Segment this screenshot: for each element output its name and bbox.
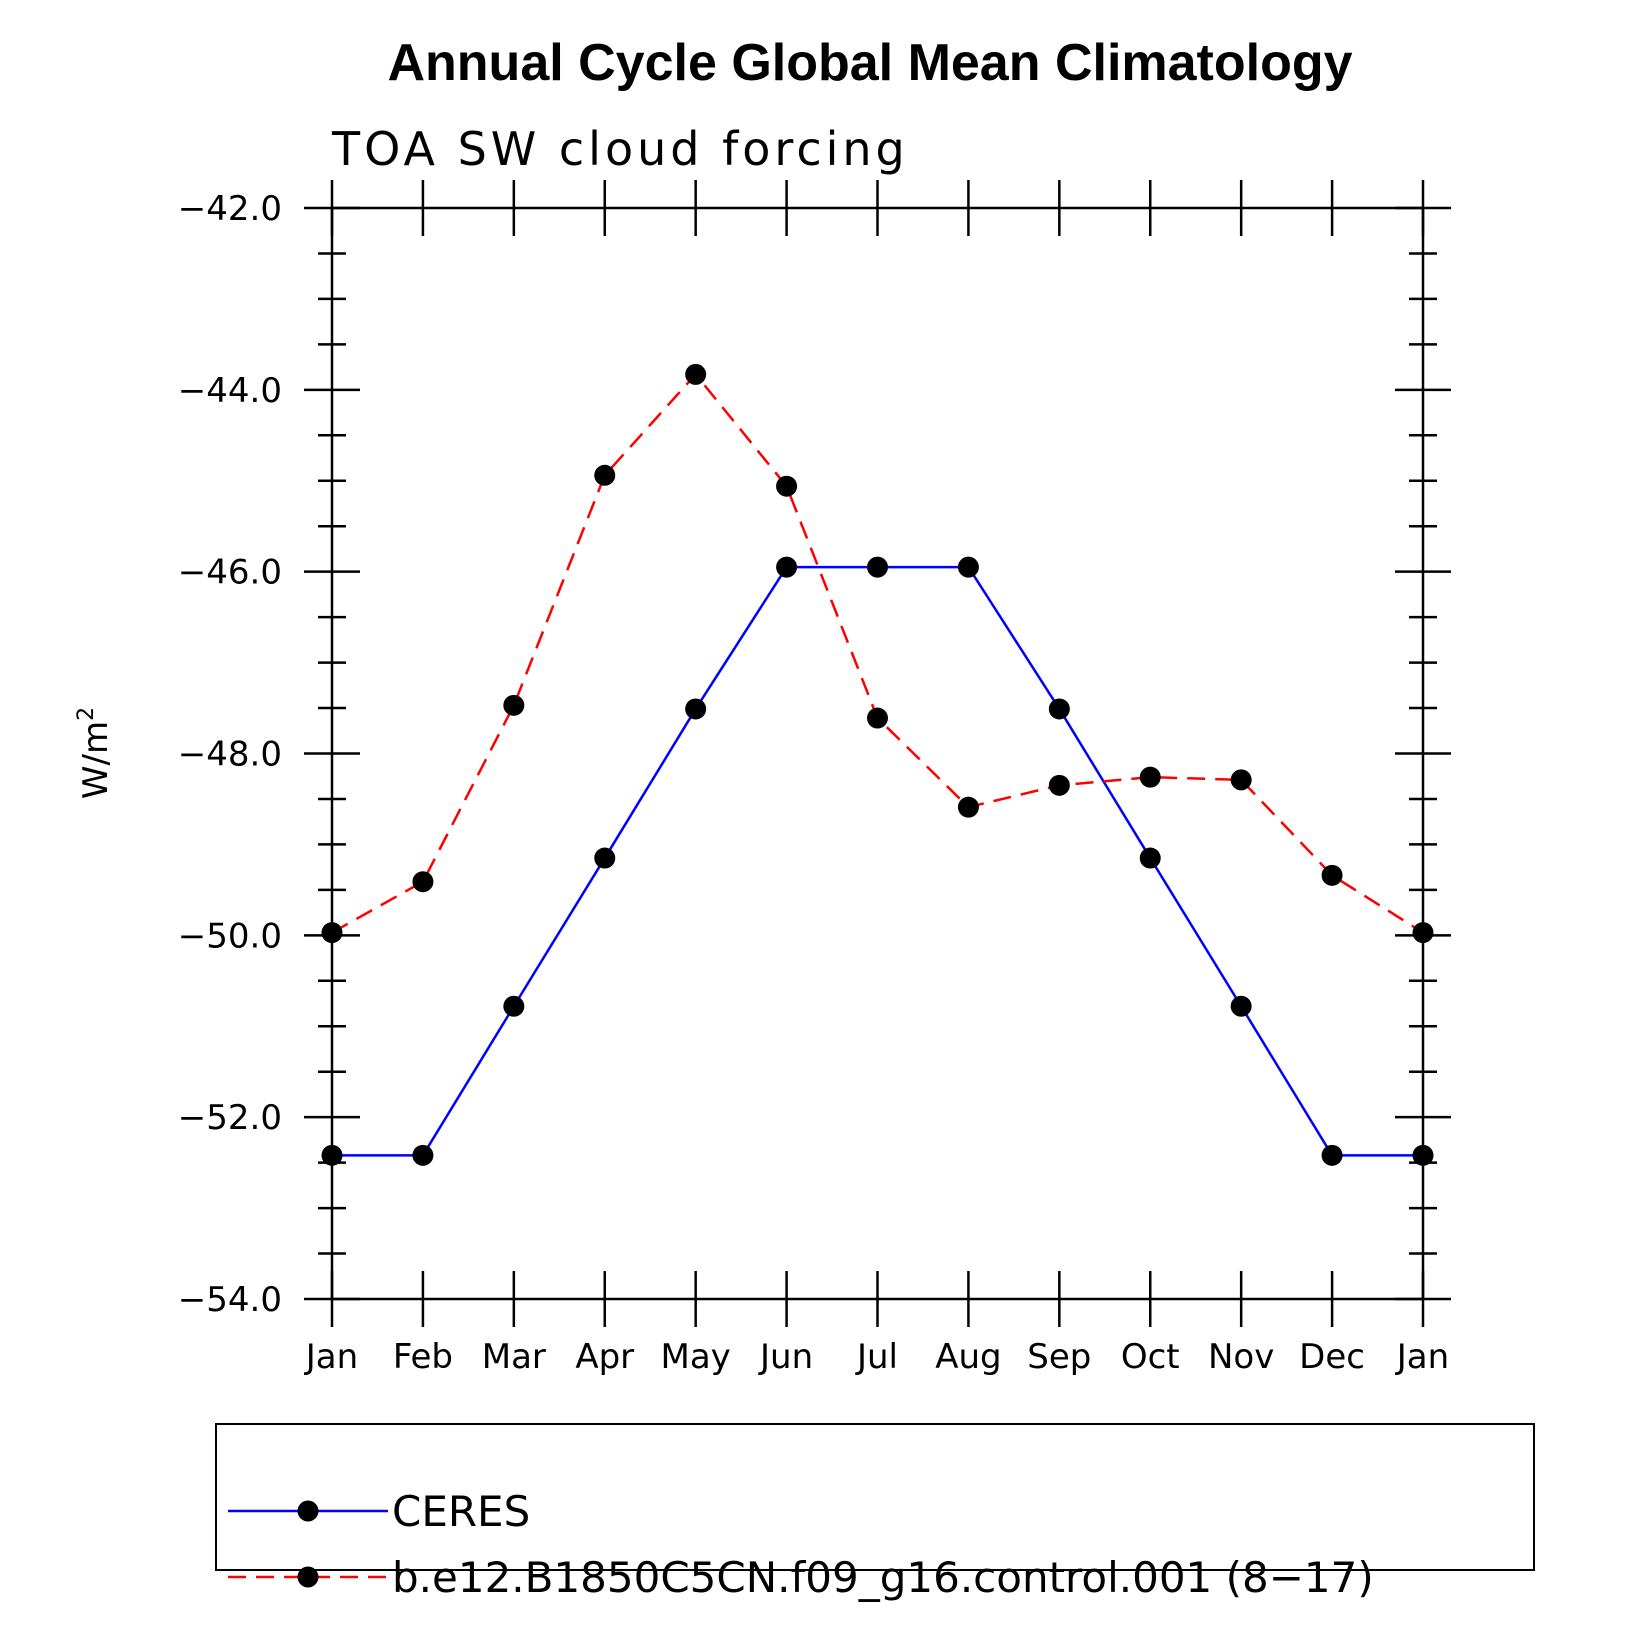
series-line-2 bbox=[331, 372, 1424, 934]
x-tick-label: Apr bbox=[575, 1337, 634, 1377]
x-tick-labels: Jan Feb Mar Apr May Jun Jul Aug Sep Oct Nov Dec Jan bbox=[304, 1337, 1449, 1377]
series-layer bbox=[321, 363, 1434, 1166]
plot-frame bbox=[330, 206, 1425, 1301]
series-2-point bbox=[594, 464, 616, 486]
series-2-point bbox=[1230, 769, 1252, 791]
series-1-point bbox=[1321, 1144, 1343, 1166]
series-1-point bbox=[776, 556, 798, 578]
series-2-point bbox=[1139, 766, 1161, 788]
y-axis-label-superscript: 2 bbox=[74, 707, 99, 721]
x-tick-label: Oct bbox=[1121, 1337, 1180, 1377]
x-tick-label: Jan bbox=[304, 1337, 358, 1377]
y-tick-labels: −42.0 −44.0 −46.0 −48.0 −50.0 −52.0 −54.0 bbox=[178, 189, 282, 1320]
series-1-point bbox=[1230, 995, 1252, 1017]
y-axis-label: W/m2 bbox=[74, 707, 116, 799]
series-1-point bbox=[957, 556, 979, 578]
x-tick-label: Sep bbox=[1027, 1337, 1091, 1377]
series-2-point bbox=[1048, 774, 1070, 796]
x-tick-label: Jun bbox=[758, 1337, 813, 1377]
series-line-1 bbox=[332, 565, 1423, 1157]
y-axis-label-text: W/m bbox=[76, 721, 116, 799]
legend-box bbox=[215, 1423, 1535, 1571]
series-1-point bbox=[1139, 847, 1161, 869]
x-tick-label: Aug bbox=[935, 1337, 1001, 1377]
series-1-point bbox=[685, 698, 707, 720]
chart-title: Annual Cycle Global Mean Climatology bbox=[387, 34, 1352, 92]
legend-marker-2 bbox=[297, 1566, 319, 1588]
x-tick-label: Dec bbox=[1299, 1337, 1365, 1377]
axis-ticks bbox=[304, 180, 1451, 1327]
series-2-point bbox=[685, 363, 707, 385]
series-2-point bbox=[412, 871, 434, 893]
y-tick-label: −42.0 bbox=[178, 189, 282, 229]
series-2-point bbox=[321, 922, 343, 944]
x-tick-label: Mar bbox=[482, 1337, 546, 1377]
series-2-point bbox=[776, 475, 798, 497]
x-tick-label: Jan bbox=[1395, 1337, 1449, 1377]
x-tick-label: Jul bbox=[855, 1337, 898, 1377]
y-tick-label: −50.0 bbox=[178, 916, 282, 956]
x-tick-label: May bbox=[661, 1337, 731, 1377]
y-tick-label: −46.0 bbox=[178, 553, 282, 593]
series-2-point bbox=[867, 707, 888, 729]
legend-label-1: CERES bbox=[392, 1487, 530, 1536]
series-2-point bbox=[1412, 922, 1434, 944]
series-1-point bbox=[1048, 698, 1070, 720]
series-1-point bbox=[594, 847, 616, 869]
series-1-point bbox=[503, 995, 525, 1017]
series-1-point bbox=[321, 1144, 343, 1166]
x-tick-label: Feb bbox=[393, 1337, 453, 1377]
legend-label-2: b.e12.B1850C5CN.f09_g16.control.001 (8−1… bbox=[392, 1553, 1374, 1602]
legend-marker-1 bbox=[297, 1500, 319, 1522]
chart-subtitle: TOA SW cloud forcing bbox=[331, 122, 909, 176]
y-tick-label: −54.0 bbox=[178, 1280, 282, 1320]
series-1-point bbox=[412, 1144, 434, 1166]
legend: CERES b.e12.B1850C5CN.f09_g16.control.001… bbox=[228, 1487, 1374, 1602]
series-2-point bbox=[1321, 864, 1343, 886]
y-tick-label: −48.0 bbox=[178, 735, 282, 775]
series-1-point bbox=[1412, 1144, 1434, 1166]
series-1-point bbox=[867, 556, 888, 578]
x-tick-label: Nov bbox=[1208, 1337, 1274, 1377]
y-tick-label: −52.0 bbox=[178, 1098, 282, 1138]
y-tick-label: −44.0 bbox=[178, 371, 282, 411]
series-2-point bbox=[503, 694, 525, 716]
series-2-point bbox=[957, 796, 979, 818]
